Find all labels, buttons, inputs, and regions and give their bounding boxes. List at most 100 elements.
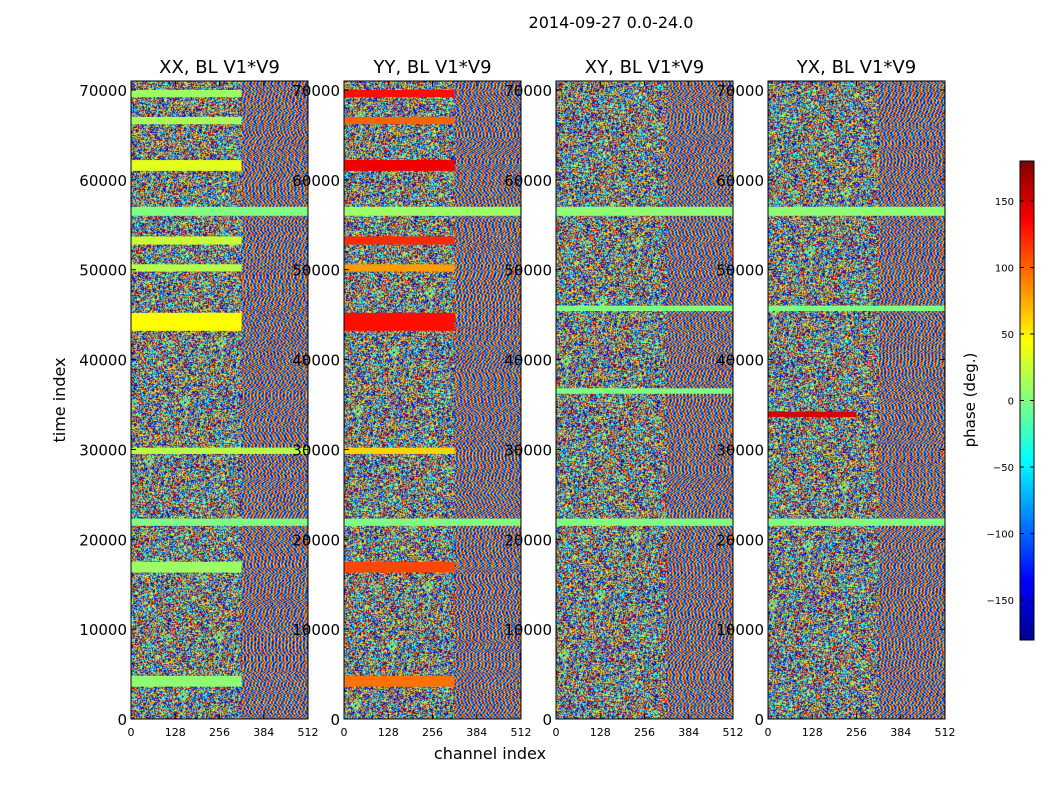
- coherent-band: [768, 518, 945, 526]
- coherent-band: [768, 411, 857, 418]
- y-tick-label: 20000: [79, 531, 127, 549]
- x-tick-label: 384: [678, 726, 699, 739]
- coherent-band: [556, 388, 733, 394]
- y-tick-label: 10000: [504, 621, 552, 639]
- coherent-band: [131, 236, 242, 245]
- phase-heatmap: [131, 81, 308, 719]
- panel-1: XX, BL V1*V9 0 10000 20000 30000 40000 50000 60…: [79, 57, 318, 739]
- x-tick-label: 512: [723, 726, 744, 739]
- coherent-band: [131, 116, 242, 125]
- y-tick-label: 10000: [79, 621, 127, 639]
- x-tick-label: 384: [253, 726, 274, 739]
- heatmap-pixels: [344, 81, 521, 719]
- coherent-band: [131, 561, 242, 573]
- colorbar-tick-label: −50: [993, 463, 1014, 474]
- colorbar: 150 100 50 0 −50 −100 −150 phase (deg.): [961, 160, 1035, 641]
- y-tick-label: 40000: [292, 352, 340, 370]
- x-tick-label: 512: [935, 726, 956, 739]
- y-tick-label: 70000: [504, 82, 552, 100]
- coherent-band: [768, 305, 945, 312]
- panel-2: YY, BL V1*V9 0 10000 20000 30000 40000 50000 60…: [292, 57, 531, 739]
- y-tick-label: 40000: [504, 352, 552, 370]
- coherent-band: [556, 518, 733, 526]
- coherent-band: [344, 89, 455, 98]
- colorbar-ticks: 150 100 50 0 −50 −100 −150: [987, 197, 1034, 607]
- y-tick-label: 0: [754, 711, 764, 729]
- y-tick-label: 60000: [79, 172, 127, 190]
- colorbar-tick-label: 100: [995, 263, 1014, 274]
- colorbar-tick-label: 0: [1008, 397, 1014, 408]
- y-tick-label: 20000: [292, 531, 340, 549]
- x-tick-label: 384: [890, 726, 911, 739]
- panel-title: XX, BL V1*V9: [159, 57, 280, 78]
- y-tick-label: 0: [117, 711, 127, 729]
- coherent-band: [131, 675, 242, 687]
- y-axis-label: time index: [50, 357, 69, 442]
- y-tick-label: 30000: [79, 441, 127, 459]
- coherent-band: [131, 518, 308, 526]
- coherent-band: [556, 206, 733, 216]
- x-tick-label: 128: [590, 726, 611, 739]
- coherent-band: [344, 561, 455, 573]
- coherent-band: [344, 518, 521, 526]
- panel-3: XY, BL V1*V9 0 10000 20000 30000 40000 50000 60…: [504, 57, 743, 739]
- x-tick-label: 0: [765, 726, 772, 739]
- x-tick-label: 256: [422, 726, 443, 739]
- coherent-band: [131, 447, 308, 454]
- colorbar-tick-label: −100: [987, 530, 1014, 541]
- colorbar-label: phase (deg.): [961, 353, 979, 448]
- coherent-band: [344, 116, 455, 125]
- coherent-band: [131, 206, 308, 216]
- y-tick-label: 20000: [504, 531, 552, 549]
- x-tick-label: 256: [634, 726, 655, 739]
- colorbar-tick-label: 50: [1001, 330, 1014, 341]
- heatmap-pixels: [556, 81, 733, 719]
- coherent-band: [556, 305, 733, 312]
- x-tick-label: 128: [165, 726, 186, 739]
- x-tick-label: 128: [802, 726, 823, 739]
- y-tick-label: 0: [542, 711, 552, 729]
- y-tick-label: 60000: [716, 172, 764, 190]
- y-tick-label: 50000: [292, 262, 340, 280]
- colorbar-tick-label: −150: [987, 596, 1014, 607]
- y-tick-label: 20000: [716, 531, 764, 549]
- phase-heatmap: [556, 81, 733, 719]
- x-tick-label: 0: [341, 726, 348, 739]
- panel-title: YY, BL V1*V9: [372, 57, 491, 78]
- x-tick-label: 0: [553, 726, 560, 739]
- phase-heatmap: [768, 81, 945, 719]
- x-tick-label: 512: [511, 726, 532, 739]
- coherent-band: [131, 264, 242, 272]
- heatmap-pixels: [768, 81, 945, 719]
- y-tick-label: 10000: [716, 621, 764, 639]
- heatmap-pixels: [131, 81, 308, 719]
- panel-title: XY, BL V1*V9: [585, 57, 704, 78]
- y-tick-label: 70000: [292, 82, 340, 100]
- y-tick-label: 0: [330, 711, 340, 729]
- coherent-band: [344, 447, 455, 454]
- y-tick-label: 60000: [292, 172, 340, 190]
- y-tick-label: 70000: [79, 82, 127, 100]
- y-tick-label: 50000: [716, 262, 764, 280]
- x-tick-label: 128: [378, 726, 399, 739]
- coherent-band: [344, 264, 455, 272]
- coherent-band: [344, 675, 455, 687]
- x-axis-label: channel index: [434, 744, 546, 763]
- phase-heatmap: [344, 81, 521, 719]
- coherent-band: [344, 312, 455, 331]
- y-tick-label: 30000: [716, 441, 764, 459]
- panels: XX, BL V1*V9 0 10000 20000 30000 40000 50000 60…: [79, 57, 955, 739]
- y-tick-label: 60000: [504, 172, 552, 190]
- panel-4: YX, BL V1*V9 0 10000 20000 30000 40000 50000 60…: [716, 57, 955, 739]
- y-tick-label: 30000: [504, 441, 552, 459]
- coherent-band: [131, 89, 242, 98]
- coherent-band: [131, 312, 242, 331]
- y-tick-label: 10000: [292, 621, 340, 639]
- y-tick-label: 40000: [716, 352, 764, 370]
- panel-title: YX, BL V1*V9: [796, 57, 916, 78]
- coherent-band: [344, 236, 455, 245]
- y-tick-label: 70000: [716, 82, 764, 100]
- y-tick-label: 50000: [504, 262, 552, 280]
- figure-title: 2014-09-27 0.0-24.0: [529, 13, 694, 32]
